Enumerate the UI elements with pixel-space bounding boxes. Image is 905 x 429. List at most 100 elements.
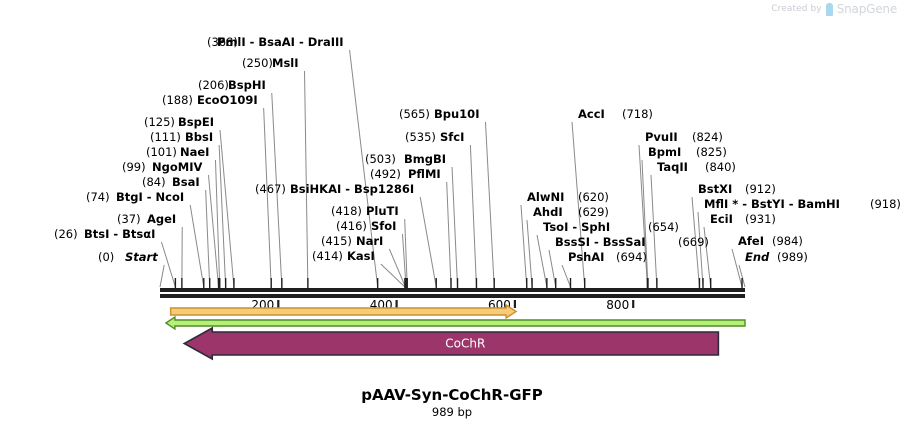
site-enzyme-names: KasI — [347, 249, 375, 263]
axis-bar-top — [160, 288, 745, 292]
site-leader-line — [271, 92, 283, 288]
site-position: (912) — [745, 182, 776, 196]
orange-feature-arrow[interactable] — [169, 303, 518, 320]
restriction-site-label: End (989) — [745, 250, 808, 264]
restriction-site-label: (37) AgeI — [117, 212, 176, 226]
site-enzyme-names: MslI — [272, 56, 299, 70]
site-enzyme-names: BsiHKAI - Bsp1286I — [290, 182, 414, 196]
restriction-site-label: BstXI (912) — [698, 182, 776, 196]
site-leader-line — [263, 107, 272, 288]
site-enzyme-names: TaqII — [657, 160, 688, 174]
site-position: (111) — [150, 130, 181, 144]
site-position: (629) — [578, 205, 609, 219]
site-leader-line — [388, 248, 406, 288]
site-leader-line — [697, 211, 704, 288]
site-enzyme-names: BmgBI — [404, 152, 446, 166]
restriction-site-label: (368)PmlI - BsaAI - DraIII — [207, 35, 344, 49]
site-enzyme-names: BtgI - NcoI — [116, 190, 184, 204]
restriction-site-label: (535) SfcI — [405, 130, 464, 144]
site-enzyme-names: SfcI — [440, 130, 464, 144]
site-enzyme-names: BsaI — [172, 175, 200, 189]
plasmid-title-group: pAAV-Syn-CoChR-GFP 989 bp — [361, 386, 543, 419]
restriction-site-label: (250) MslI — [242, 56, 299, 70]
restriction-site-label: (101) NaeI — [146, 145, 209, 159]
site-enzyme-names: EciI — [710, 212, 733, 226]
restriction-site-label: PshAI (694) — [568, 250, 647, 264]
site-leader-line — [484, 121, 495, 288]
site-leader-line — [207, 174, 220, 288]
site-enzyme-names: BpmI — [648, 145, 681, 159]
site-position: (368) — [207, 35, 238, 49]
site-leader-line — [526, 219, 533, 288]
site-leader-line — [650, 174, 658, 288]
page-title: pAAV-Syn-CoChR-GFP — [361, 386, 543, 404]
site-leader-line — [738, 264, 746, 288]
site-leader-line — [571, 121, 586, 288]
site-enzyme-names: BtsI - BtsαI — [84, 227, 155, 241]
watermark-brand: SnapGene — [836, 2, 897, 16]
restriction-site-label: MflI * - BstYI - BamHI (918) — [704, 197, 901, 211]
restriction-site-label: (416) SfoI — [336, 219, 396, 233]
site-position: (416) — [336, 219, 367, 233]
site-position: (824) — [692, 130, 723, 144]
site-leader-line — [205, 189, 211, 288]
restriction-site-label: (467) BsiHKAI - Bsp1286I — [255, 182, 414, 196]
terminus-label: Start — [125, 250, 158, 264]
ruler-tick-800: 800 — [606, 298, 635, 312]
restriction-site-label: (125) BspEI — [144, 115, 214, 129]
site-leader-line — [214, 159, 221, 288]
restriction-site-label: (206) BspHI — [198, 78, 266, 92]
site-position: (37) — [117, 212, 141, 226]
cochr-arrow-shape[interactable] — [182, 326, 720, 361]
site-position: (669) — [678, 235, 709, 249]
site-enzyme-names: NaeI — [180, 145, 209, 159]
site-position: (0) — [98, 250, 114, 264]
restriction-site-label: AlwNI (620) — [527, 190, 609, 204]
restriction-site-label: (415) NarI — [321, 234, 383, 248]
site-leader-line — [160, 241, 176, 288]
site-position: (918) — [870, 197, 901, 211]
restriction-site-label: (111) BbsI — [150, 130, 213, 144]
site-enzyme-names: BspHI — [228, 78, 266, 92]
site-position: (718) — [622, 107, 653, 121]
green-feature-arrow[interactable] — [164, 315, 746, 331]
watermark-created-by: Created by — [771, 4, 822, 14]
restriction-site-label: (414) KasI — [312, 249, 375, 263]
site-leader-line — [731, 248, 743, 288]
site-position: (694) — [616, 250, 647, 264]
axis-bar-bottom — [160, 294, 745, 298]
site-leader-line — [446, 181, 452, 288]
site-enzyme-names: MflI * - BstYI - BamHI — [704, 197, 840, 211]
site-leader-line — [304, 70, 309, 288]
restriction-site-label: (84) BsaI — [142, 175, 200, 189]
restriction-site-label: BssSI - BssSaI (669) — [555, 235, 709, 249]
site-position: (206) — [198, 78, 229, 92]
site-enzyme-names: BbsI — [185, 130, 213, 144]
restriction-site-label: (26) BtsI - BtsαI — [54, 227, 155, 241]
site-enzyme-names: PmlI - BsaAI - DraIII — [217, 35, 344, 49]
site-position: (931) — [745, 212, 776, 226]
site-position: (125) — [144, 115, 175, 129]
site-enzyme-names: NgoMIV — [152, 160, 202, 174]
site-position: (535) — [405, 130, 436, 144]
site-leader-line — [548, 249, 557, 288]
restriction-site-label: PvuII (824) — [645, 130, 723, 144]
cochr-feature[interactable]: CoChR — [182, 326, 720, 361]
site-enzyme-names: AhdI — [533, 205, 563, 219]
sequence-axis-group: 200 400 600 800 — [160, 278, 745, 312]
restriction-site-label: TsoI - SphI (654) — [543, 220, 679, 234]
site-position: (84) — [142, 175, 166, 189]
snapgene-watermark: Created by SnapGene — [771, 2, 897, 16]
site-position: (26) — [54, 227, 78, 241]
site-position: (620) — [578, 190, 609, 204]
site-leader-line — [691, 196, 700, 288]
terminus-label: End — [745, 250, 770, 264]
site-leader-line — [638, 144, 648, 288]
site-position: (250) — [242, 56, 273, 70]
site-leader-line — [404, 218, 408, 288]
site-leader-line — [349, 49, 379, 288]
restriction-site-label: TaqII (840) — [657, 160, 736, 174]
site-position: (414) — [312, 249, 343, 263]
site-position: (840) — [705, 160, 736, 174]
site-enzyme-names: BstXI — [698, 182, 732, 196]
